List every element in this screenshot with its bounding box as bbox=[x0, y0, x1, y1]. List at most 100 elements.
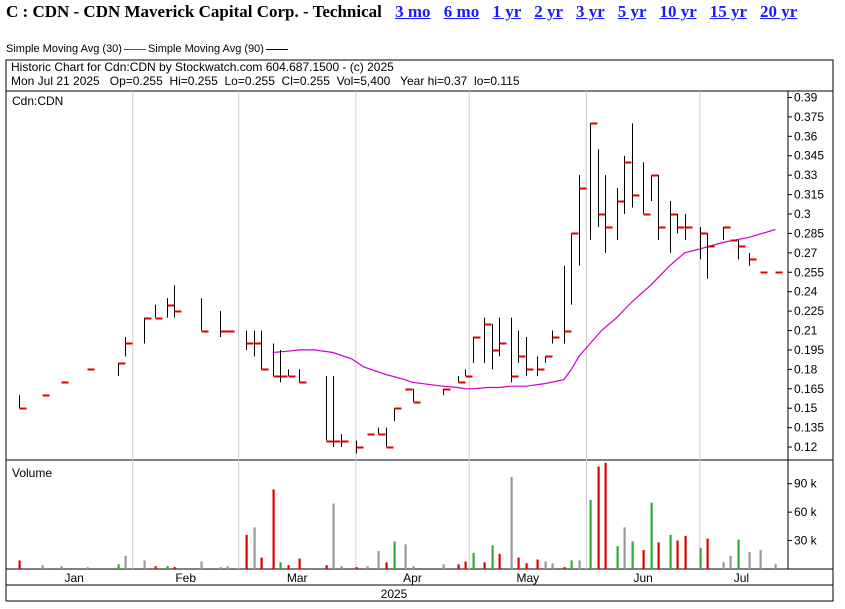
price-tick-label: 0.12 bbox=[794, 440, 818, 454]
volume-bar bbox=[597, 466, 600, 569]
ohlc-bar bbox=[700, 226, 708, 260]
ohlc-bar bbox=[288, 369, 296, 378]
ohlc-bar bbox=[571, 232, 579, 305]
ohlc-bar bbox=[458, 375, 466, 384]
month-label: Jan bbox=[64, 571, 83, 585]
volume-bar bbox=[18, 560, 21, 569]
chart-title-bar: C : CDN - CDN Maverick Capital Corp. - T… bbox=[6, 2, 797, 24]
volume-bar bbox=[60, 566, 63, 569]
volume-bar bbox=[722, 562, 725, 569]
volume-bar bbox=[457, 564, 460, 569]
ohlc-bar bbox=[443, 388, 451, 396]
volume-bar bbox=[737, 539, 740, 569]
price-tick-label: 0.27 bbox=[794, 246, 818, 260]
ohlc-bar bbox=[499, 317, 507, 357]
ohlc-bar bbox=[651, 174, 659, 202]
volume-bar bbox=[491, 545, 494, 569]
volume-bar bbox=[219, 567, 222, 569]
volume-bar bbox=[483, 562, 486, 569]
month-label: May bbox=[516, 571, 539, 585]
volume-bar bbox=[589, 499, 592, 569]
volume-bar bbox=[536, 559, 539, 569]
volume-bar bbox=[759, 550, 762, 569]
volume-bar bbox=[41, 565, 44, 569]
price-tick-label: 0.24 bbox=[794, 285, 818, 299]
ohlc-bar bbox=[155, 304, 163, 320]
volume-bar bbox=[260, 557, 263, 569]
month-label: Jun bbox=[633, 571, 652, 585]
price-tick-label: 0.285 bbox=[794, 226, 824, 240]
volume-bar bbox=[623, 527, 626, 569]
axis-labels: Jan Feb Mar Apr May Jun Jul 0.12 0.135 0.15 0.165 0… bbox=[64, 90, 824, 585]
price-tick-label: 0.33 bbox=[794, 168, 818, 182]
ohlc-bar bbox=[144, 317, 152, 344]
ohlc-bar bbox=[254, 330, 262, 357]
volume-bar bbox=[86, 567, 89, 569]
ohlc-bar bbox=[125, 337, 133, 357]
ohlc-bar bbox=[738, 239, 746, 260]
volume-bars bbox=[18, 462, 777, 569]
range-link-3yr[interactable]: 3 yr bbox=[575, 2, 605, 21]
moving-averages bbox=[272, 228, 776, 390]
volume-tick-label: 90 k bbox=[794, 477, 818, 491]
volume-bar bbox=[355, 567, 358, 569]
range-link-20yr[interactable]: 20 yr bbox=[759, 2, 798, 21]
volume-bar bbox=[366, 566, 369, 569]
volume-bar bbox=[442, 564, 445, 569]
price-tick-label: 0.255 bbox=[794, 265, 824, 279]
price-tick-label: 0.3 bbox=[794, 207, 811, 221]
ohlc-bar bbox=[723, 226, 731, 240]
ohlc-bar bbox=[564, 265, 572, 344]
volume-bar bbox=[472, 552, 475, 569]
ohlc-bar bbox=[174, 285, 182, 318]
legend-ma90-swatch bbox=[265, 48, 288, 50]
ohlc-bar bbox=[220, 311, 228, 337]
volume-bar bbox=[525, 563, 528, 569]
ohlc-bar bbox=[598, 149, 606, 227]
range-link-5yr[interactable]: 5 yr bbox=[617, 2, 647, 21]
price-tick-label: 0.345 bbox=[794, 149, 824, 163]
legend-ma90-label: Simple Moving Avg (90) bbox=[147, 43, 264, 55]
ohlc-bar bbox=[473, 336, 481, 363]
volume-bar bbox=[578, 560, 581, 569]
volume-bar bbox=[748, 551, 751, 569]
year-label: 2025 bbox=[381, 587, 408, 601]
volume-bar bbox=[173, 567, 176, 569]
ma30-line bbox=[272, 228, 776, 390]
ohlc-bar bbox=[378, 427, 386, 436]
volume-bar bbox=[143, 560, 146, 569]
ohlc-bar bbox=[511, 317, 519, 383]
ohlc-bar bbox=[227, 330, 235, 333]
volume-bar bbox=[729, 555, 732, 569]
volume-bar bbox=[706, 538, 709, 569]
price-tick-label: 0.375 bbox=[794, 110, 824, 124]
volume-bar bbox=[287, 565, 290, 569]
volume-bar bbox=[166, 566, 169, 569]
volume-bar bbox=[377, 550, 380, 569]
volume-bar bbox=[699, 548, 702, 569]
volume-bar bbox=[154, 566, 157, 569]
ohlc-bar bbox=[333, 375, 341, 448]
chart-frame bbox=[5, 59, 834, 602]
range-link-6mo[interactable]: 6 mo bbox=[443, 2, 480, 21]
range-link-10yr[interactable]: 10 yr bbox=[659, 2, 697, 21]
month-label: Mar bbox=[287, 571, 308, 585]
range-link-15yr[interactable]: 15 yr bbox=[709, 2, 747, 21]
ohlc-bar bbox=[201, 298, 209, 333]
volume-bar bbox=[604, 462, 607, 569]
grid bbox=[132, 91, 701, 569]
ohlc-bar bbox=[492, 324, 500, 370]
volume-bar bbox=[226, 566, 229, 569]
price-tick-label: 0.225 bbox=[794, 304, 824, 318]
volume-label: Volume bbox=[12, 466, 52, 480]
ohlc-bar bbox=[261, 330, 269, 371]
ohlc-bar bbox=[326, 375, 334, 443]
range-link-1yr[interactable]: 1 yr bbox=[492, 2, 521, 21]
ohlc-bar bbox=[118, 362, 126, 376]
price-tick-label: 0.195 bbox=[794, 343, 824, 357]
range-link-2yr[interactable]: 2 yr bbox=[534, 2, 563, 21]
volume-bar bbox=[657, 542, 660, 569]
ohlc-bar bbox=[579, 175, 587, 266]
range-link-3mo[interactable]: 3 mo bbox=[395, 2, 431, 21]
